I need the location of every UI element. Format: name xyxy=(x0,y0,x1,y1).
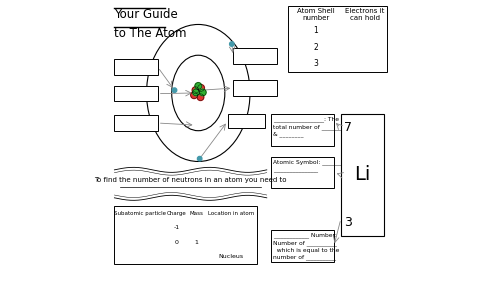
Bar xyxy=(271,157,334,188)
Text: _________________: The
total number of ________
& ________: _________________: The total number of _… xyxy=(273,116,345,137)
Bar xyxy=(271,230,334,262)
Bar xyxy=(271,114,334,146)
Text: 7: 7 xyxy=(344,121,352,134)
Circle shape xyxy=(190,92,198,99)
Text: Your Guide: Your Guide xyxy=(114,8,178,21)
Text: Atom Shell
number: Atom Shell number xyxy=(296,8,335,21)
Text: To find the number of neutrons in an atom you need to: To find the number of neutrons in an ato… xyxy=(94,178,287,183)
Circle shape xyxy=(192,89,200,96)
Circle shape xyxy=(172,88,176,92)
Circle shape xyxy=(198,85,204,91)
Bar xyxy=(341,114,384,235)
Bar xyxy=(114,86,158,101)
Bar xyxy=(114,59,158,75)
Text: 2: 2 xyxy=(313,43,318,52)
Text: 1: 1 xyxy=(313,26,318,35)
Bar xyxy=(288,6,387,72)
Circle shape xyxy=(192,87,199,94)
Circle shape xyxy=(230,42,234,46)
Bar xyxy=(233,48,276,64)
Text: 1: 1 xyxy=(194,239,198,244)
Circle shape xyxy=(198,157,202,161)
Text: Atomic Symbol: _______
_______________: Atomic Symbol: _______ _______________ xyxy=(273,160,343,173)
Text: Nucleus: Nucleus xyxy=(218,254,244,259)
Text: Mass: Mass xyxy=(189,211,203,216)
Circle shape xyxy=(197,94,204,101)
Text: 0: 0 xyxy=(174,239,178,244)
Text: Electrons it
can hold: Electrons it can hold xyxy=(346,8,385,21)
Text: Charge: Charge xyxy=(166,211,186,216)
Text: 3: 3 xyxy=(344,216,352,228)
Text: to The Atom: to The Atom xyxy=(114,27,187,40)
Text: ____________ Number:
Number of __________
  which is equal to the
number of ____: ____________ Number: Number of _________… xyxy=(273,232,340,260)
Text: 3: 3 xyxy=(313,59,318,68)
Circle shape xyxy=(195,83,202,89)
Text: Location in atom: Location in atom xyxy=(208,211,254,216)
Bar xyxy=(228,114,266,128)
Bar xyxy=(114,115,158,131)
Circle shape xyxy=(200,89,206,96)
Text: -1: -1 xyxy=(174,225,180,230)
Bar xyxy=(233,80,276,96)
Bar xyxy=(114,206,257,264)
Text: Subatomic particle: Subatomic particle xyxy=(114,211,166,216)
Text: Li: Li xyxy=(354,165,370,184)
